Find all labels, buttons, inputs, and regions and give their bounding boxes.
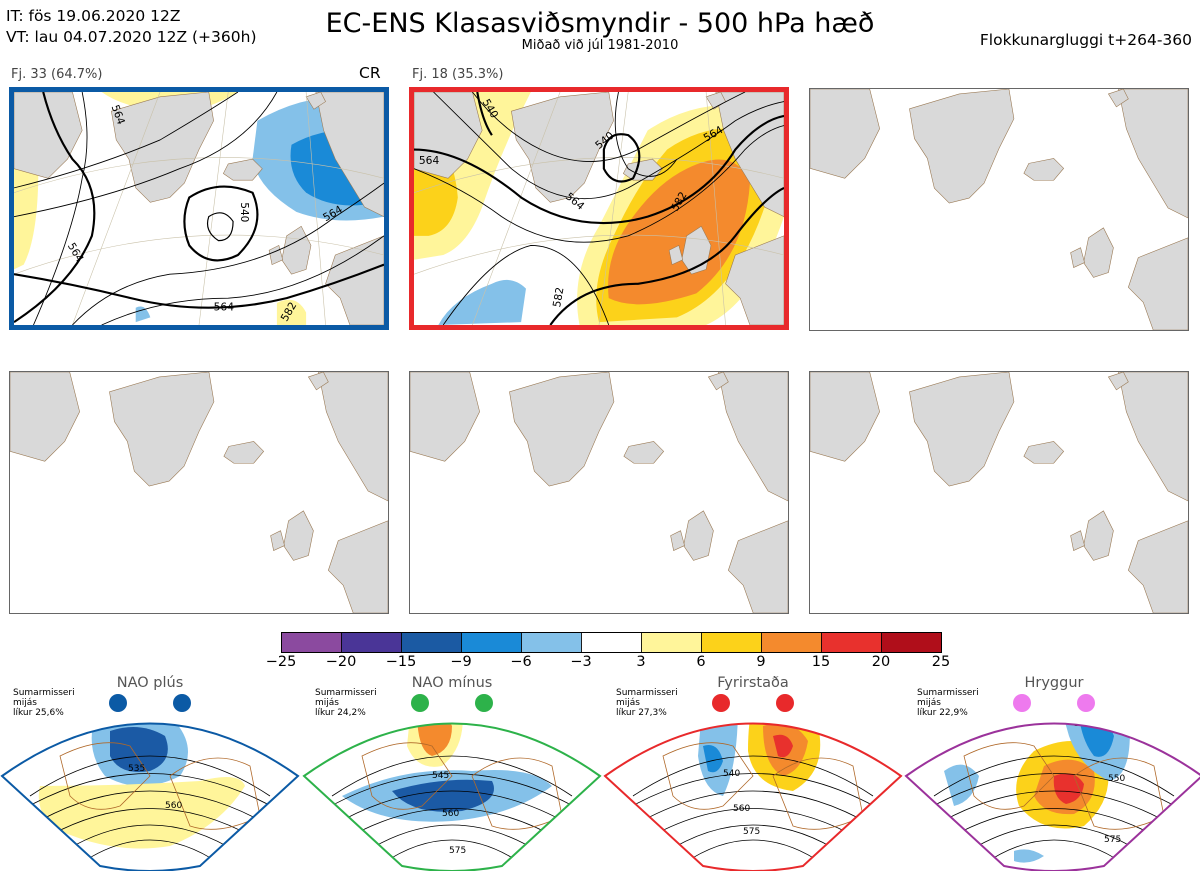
regime-info: Sumarmisseri mijás líkur 27,3% <box>616 688 678 718</box>
contour-label: 564 <box>65 240 87 264</box>
regime-marker <box>411 694 429 712</box>
colorbar-tick-label: −20 <box>325 654 357 670</box>
regime-marker <box>776 694 794 712</box>
contour-label: 564 <box>214 301 235 314</box>
regime-marker <box>712 694 730 712</box>
regime-marker <box>1077 694 1095 712</box>
colorbar-swatch <box>581 632 642 653</box>
valid-time: VT: lau 04.07.2020 12Z (+360h) <box>6 28 257 46</box>
contour-label: 540 <box>238 202 251 222</box>
regime-contour-label: 560 <box>442 809 459 819</box>
regime-title: NAO plús <box>116 675 184 691</box>
regime-mean: mijás <box>315 698 339 708</box>
regime-contour-label: 545 <box>432 771 449 781</box>
regime-title: Hryggur <box>1024 675 1084 691</box>
page-title: EC-ENS Klasasviðsmyndir - 500 hPa hæð <box>325 8 875 39</box>
regime-marker <box>1013 694 1031 712</box>
regime-title: NAO mínus <box>411 675 493 691</box>
regime-mean: mijás <box>13 698 37 708</box>
colorbar-tick-label: 25 <box>931 654 951 670</box>
regime-contour-label: 575 <box>743 827 760 837</box>
regime-contour-label: 540 <box>723 769 740 779</box>
regime-probability: líkur 25,6% <box>13 708 64 718</box>
regime-map: 535 560 <box>0 694 300 871</box>
contour-label: 582 <box>550 286 566 308</box>
colorbar-swatch <box>461 632 522 653</box>
empty-cluster-panel <box>9 371 389 614</box>
colorbar-swatch <box>281 632 342 653</box>
regime-map: 545 560 575 <box>302 694 602 871</box>
empty-cluster-panel <box>809 371 1189 614</box>
regime-marker <box>109 694 127 712</box>
colorbar-swatch <box>821 632 882 653</box>
colorbar-tick-label: −9 <box>450 654 472 670</box>
regime-mean: mijás <box>616 698 640 708</box>
cluster-1-tag: CR <box>359 64 381 82</box>
colorbar-swatch <box>341 632 402 653</box>
colorbar-tick-label: −6 <box>510 654 532 670</box>
regime-season: Sumarmisseri <box>315 688 377 698</box>
cluster-1-map: 540 564 564 564 564 582 <box>9 87 389 330</box>
cluster-2-label: Fj. 18 (35.3%) <box>412 67 504 82</box>
regime-info: Sumarmisseri mijás líkur 25,6% <box>13 688 75 718</box>
initial-time: IT: fös 19.06.2020 12Z <box>6 7 181 25</box>
regime-probability: líkur 24,2% <box>315 708 366 718</box>
colorbar-swatch <box>881 632 942 653</box>
regime-season: Sumarmisseri <box>13 688 75 698</box>
colorbar-tick-label: 6 <box>696 654 706 670</box>
regime-probability: líkur 22,9% <box>917 708 968 718</box>
colorbar-swatch <box>761 632 822 653</box>
cluster-1-label: Fj. 33 (64.7%) <box>11 67 103 82</box>
regime-season: Sumarmisseri <box>616 688 678 698</box>
regime-season: Sumarmisseri <box>917 688 979 698</box>
regime-probability: líkur 27,3% <box>616 708 667 718</box>
cluster-2-map: 540 564 564 540 564 582 582 <box>409 87 789 330</box>
colorbar-swatch <box>701 632 762 653</box>
header-run-info: IT: fös 19.06.2020 12Z VT: lau 04.07.202… <box>6 6 257 48</box>
colorbar-tick-label: 3 <box>636 654 646 670</box>
colorbar-tick-label: 20 <box>871 654 891 670</box>
regime-contour-label: 560 <box>165 801 182 811</box>
empty-cluster-panel <box>409 371 789 614</box>
colorbar-tick-label: 9 <box>756 654 766 670</box>
colorbar-tick-label: −25 <box>265 654 297 670</box>
regime-info: Sumarmisseri mijás líkur 24,2% <box>315 688 377 718</box>
colorbar-swatch <box>521 632 582 653</box>
empty-cluster-panel <box>809 88 1189 331</box>
regime-contour-label: 535 <box>128 764 145 774</box>
regime-contour-label: 575 <box>449 846 466 856</box>
classification-window: Flokkunargluggi t+264-360 <box>979 31 1192 49</box>
regime-map: 540 560 575 <box>603 694 903 871</box>
colorbar-tick-label: −3 <box>570 654 592 670</box>
regime-contour-label: 560 <box>733 804 750 814</box>
contour-label: 564 <box>419 154 440 167</box>
colorbar-tick-label: 15 <box>811 654 831 670</box>
regime-title: Fyrirstaða <box>717 675 789 691</box>
regime-mean: mijás <box>917 698 941 708</box>
regime-info: Sumarmisseri mijás líkur 22,9% <box>917 688 979 718</box>
regime-contour-label: 550 <box>1108 774 1125 784</box>
regime-marker <box>173 694 191 712</box>
page-subtitle: Miðað við júl 1981-2010 <box>521 38 679 53</box>
regime-marker <box>475 694 493 712</box>
colorbar-swatch <box>401 632 462 653</box>
regime-contour-label: 575 <box>1104 835 1121 845</box>
colorbar-swatch <box>641 632 702 653</box>
colorbar <box>281 632 942 653</box>
colorbar-tick-label: −15 <box>385 654 417 670</box>
